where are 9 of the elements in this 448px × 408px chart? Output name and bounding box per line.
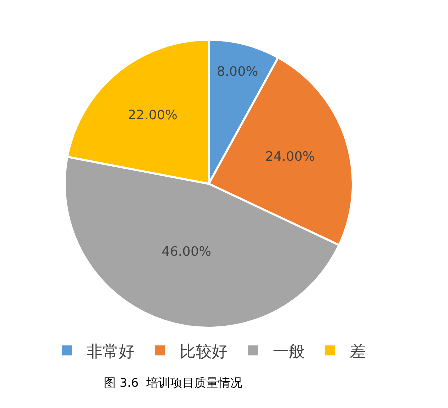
- data-label: 8.00%: [217, 64, 258, 80]
- legend-label: 比较好: [180, 342, 228, 361]
- legend-label: 差: [350, 342, 366, 361]
- data-label: 46.00%: [162, 245, 212, 260]
- caption: 图 3.6 培训项目质量情况: [104, 376, 243, 390]
- legend-label: 一般: [273, 342, 305, 361]
- legend-label: 非常好: [87, 342, 135, 361]
- data-label: 24.00%: [266, 150, 316, 166]
- data-label: 22.00%: [128, 108, 178, 124]
